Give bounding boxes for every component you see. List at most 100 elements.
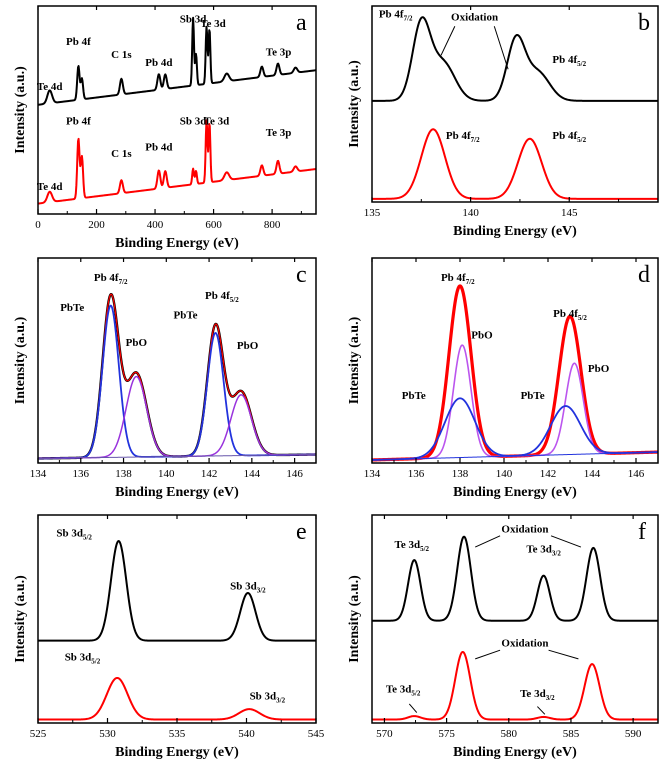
x-tick-label: 136 [73, 468, 90, 480]
peak-label: Pb 4f [553, 308, 578, 320]
peak-annotation: Te 3d5/2 [395, 539, 430, 553]
peak-label: Te 4d [37, 181, 63, 193]
y-axis-label: Intensity (a.u.) [13, 575, 28, 663]
peak-annotation: Oxidation [451, 12, 498, 24]
peak-annotation: PbO [471, 329, 493, 341]
peak-label: Te 3d [520, 688, 546, 700]
peak-label: Te 3d [386, 684, 412, 696]
series-oxidized [38, 540, 316, 642]
x-tick-label: 590 [625, 728, 642, 740]
peak-annotation: Te 3p [266, 127, 292, 139]
peak-label: Pb 4f [94, 272, 119, 284]
x-tick-label: 134 [30, 468, 47, 480]
x-tick-label: 0 [35, 219, 41, 231]
peak-label-subscript: 3/2 [276, 697, 285, 705]
peak-label: PbTe [521, 390, 545, 402]
peak-annotation: Pb 4f5/2 [553, 308, 587, 322]
peak-annotation: PbTe [402, 390, 426, 402]
peak-label: Te 3p [266, 46, 292, 58]
peak-annotation: Pb 4f5/2 [205, 290, 239, 304]
peak-annotation: Pb 4f [66, 36, 91, 48]
peak-label: PbTe [402, 390, 426, 402]
x-tick-label: 142 [201, 468, 218, 480]
x-tick-label: 138 [452, 468, 469, 480]
peak-annotation: PbTe [521, 390, 545, 402]
peak-annotation: Pb 4f7/2 [441, 272, 475, 286]
x-tick-label: 575 [438, 728, 455, 740]
peak-label: Sb 3d [180, 14, 207, 26]
panel-f: 570 575 580 585 590 Binding Energy (eV) Intens… [347, 514, 659, 760]
peak-label-subscript: 5/2 [578, 314, 587, 322]
x-axis-label: Binding Energy (eV) [453, 224, 577, 239]
peak-label-subscript: 5/2 [411, 690, 420, 698]
peak-label-subscript: 3/2 [546, 694, 555, 702]
peak-annotation: PbO [126, 337, 148, 349]
peak-label: Pb 4d [145, 142, 172, 154]
peak-annotation: Pb 4d [145, 57, 172, 69]
x-tick-label: 600 [205, 219, 222, 231]
x-tick-label: 400 [147, 219, 164, 231]
axes-frame [37, 257, 317, 464]
x-tick-label: 530 [99, 728, 116, 740]
y-axis-label: Intensity (a.u.) [13, 316, 28, 404]
peak-label: Sb 3d [250, 691, 277, 703]
panel-a: 0 200 400 600 800 Binding Energy (eV) Intensit… [13, 5, 317, 251]
panel-label: c [296, 262, 307, 288]
peak-annotation: Te 3d [200, 18, 226, 30]
x-tick-label: 136 [408, 468, 425, 480]
peak-annotation: C 1s [111, 49, 132, 61]
panel-label: f [638, 519, 646, 545]
x-tick-label: 140 [158, 468, 175, 480]
x-axis-label: Binding Energy (eV) [453, 485, 577, 500]
annotation-pointer [475, 649, 501, 660]
peak-label: PbO [126, 337, 148, 349]
peak-annotation: Pb 4d [145, 142, 172, 154]
peak-label-subscript: 7/2 [471, 136, 480, 144]
panel-label: b [638, 10, 650, 36]
panel-c: 134 136 138 140 142 144 146 Binding Energy (eV)… [13, 257, 317, 500]
peak-label: Pb 4d [145, 57, 172, 69]
peak-label: PbO [588, 363, 610, 375]
peak-annotation: Oxidation [501, 523, 548, 535]
annotation-pointer [548, 649, 579, 660]
peak-annotation: Te 4d [37, 181, 63, 193]
x-tick-label: 535 [169, 728, 186, 740]
peak-annotation: C 1s [111, 148, 132, 160]
x-tick-label: 140 [496, 468, 513, 480]
peak-label: Pb 4f [379, 8, 404, 20]
peak-label: Pb 4f [66, 116, 91, 128]
peak-label-subscript: 3/2 [552, 549, 561, 557]
series-background [372, 451, 658, 461]
y-axis-label: Intensity (a.u.) [13, 66, 28, 154]
x-tick-label: 585 [563, 728, 580, 740]
peak-annotation: Te 3p [266, 46, 292, 58]
axes-frame [371, 514, 659, 724]
peak-label: Oxidation [501, 523, 548, 535]
peak-annotation: Sb 3d [180, 14, 207, 26]
peak-label: Sb 3d [65, 652, 92, 664]
x-tick-label: 580 [501, 728, 518, 740]
peak-annotation: Pb 4f5/2 [552, 130, 586, 144]
peak-label: PbTe [174, 310, 198, 322]
peak-label: C 1s [111, 148, 132, 160]
peak-label: Te 3d [204, 116, 230, 128]
series-fresh [38, 119, 316, 205]
annotation-pointer [475, 535, 501, 548]
peak-annotation: PbO [237, 340, 259, 352]
peak-label: Oxidation [501, 638, 548, 650]
peak-label: Pb 4f [552, 130, 577, 142]
peak-label: Pb 4f [552, 54, 577, 66]
x-tick-label: 142 [540, 468, 557, 480]
panel-d: 134 136 138 140 142 144 146 Binding Energy (eV)… [347, 257, 659, 500]
series-measured [372, 284, 658, 462]
peak-annotation: Sb 3d3/2 [250, 691, 286, 705]
x-tick-label: 525 [30, 728, 47, 740]
peak-annotation: Te 3d3/2 [520, 688, 555, 702]
x-tick-label: 540 [238, 728, 255, 740]
x-tick-label: 138 [115, 468, 132, 480]
peak-label: Te 3d [526, 543, 552, 555]
peak-annotation: PbO [588, 363, 610, 375]
peak-label-subscript: 7/2 [404, 14, 413, 22]
peak-label-subscript: 5/2 [91, 658, 100, 666]
peak-label-subscript: 7/2 [119, 278, 128, 286]
